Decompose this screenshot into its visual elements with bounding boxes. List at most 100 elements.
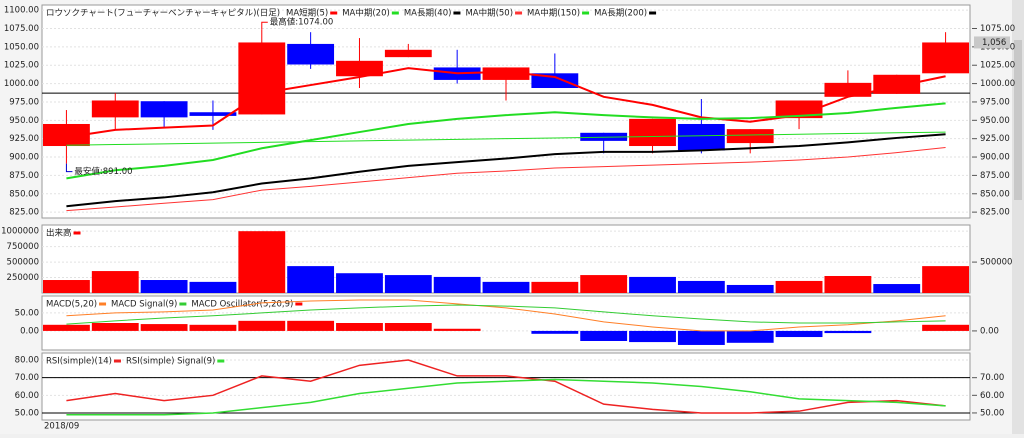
- y-tick-label: 1100.00: [4, 6, 39, 16]
- legend-swatch: [515, 11, 523, 15]
- line: [66, 146, 946, 212]
- y2-tick-label: 1025.00: [980, 61, 1015, 71]
- y-tick-label: 825.00: [9, 208, 39, 218]
- y-tick-label: 70.00: [15, 373, 39, 383]
- y-tick-label: 60.00: [15, 391, 39, 401]
- legend-swatch: [391, 11, 399, 15]
- bar: [629, 276, 676, 293]
- bar: [824, 276, 872, 293]
- bar: [189, 281, 237, 293]
- bar: [922, 266, 969, 293]
- candle-body: [531, 73, 579, 88]
- bar: [482, 281, 530, 293]
- y2-tick-label: 925.00: [980, 134, 1010, 144]
- y-tick-label: 50.00: [15, 308, 39, 318]
- candle-body: [287, 43, 335, 65]
- legend-swatch: [99, 302, 107, 306]
- legend-label: RSI(simple)(14): [46, 357, 112, 367]
- y-tick-label: 500000: [7, 258, 39, 268]
- bar: [629, 330, 676, 343]
- candle-body: [726, 129, 774, 144]
- legend-label: MACD(5,20): [46, 300, 97, 310]
- line: [66, 304, 946, 325]
- y-tick-label: 80.00: [15, 356, 39, 366]
- y2-tick-label: 850.00: [980, 189, 1010, 199]
- annotation-leader: [65, 163, 73, 173]
- bar: [824, 330, 872, 334]
- bar: [140, 280, 188, 293]
- y-tick-label: 875.00: [9, 171, 39, 181]
- candle-body: [91, 100, 139, 118]
- candle-body: [824, 82, 872, 97]
- y-tick-label: 900.00: [9, 153, 39, 163]
- y2-tick-label: 825.00: [980, 208, 1010, 218]
- y-tick-label: 1025.00: [4, 61, 39, 71]
- bar: [384, 275, 432, 293]
- line: [66, 359, 946, 414]
- line: [66, 133, 946, 208]
- legend-swatch: [330, 11, 338, 15]
- y-tick-label: 925.00: [9, 134, 39, 144]
- x-tick-label: 2018/09: [44, 422, 79, 432]
- bar: [726, 284, 774, 293]
- bar: [140, 324, 188, 331]
- legend-label: 出来高: [46, 228, 72, 239]
- legend-swatch: [217, 359, 225, 363]
- y-tick-label: 950.00: [9, 116, 39, 126]
- bar: [91, 271, 139, 293]
- candle-body: [922, 42, 969, 74]
- y-tick-label: 50.00: [15, 408, 39, 418]
- y2-tick-label: 975.00: [980, 97, 1010, 107]
- candle-body: [336, 60, 383, 77]
- legend-label: MA短期(5): [286, 8, 328, 19]
- panel-title: ロウソクチャート(フューチャーベンチャーキャピタル)(日足): [46, 9, 280, 19]
- legend-label: MA長期(200): [594, 9, 647, 19]
- candle-body: [189, 112, 237, 116]
- bar: [677, 280, 725, 293]
- y-tick-label: 850.00: [9, 189, 39, 199]
- candle-body: [482, 67, 530, 80]
- legend-swatch: [453, 11, 461, 15]
- y2-tick-label: 50.00: [980, 408, 1004, 418]
- line: [66, 131, 946, 146]
- y-tick-label: 975.00: [9, 97, 39, 107]
- legend-label: MA中期(20): [342, 8, 390, 19]
- y2-tick-label: 500000: [980, 258, 1012, 268]
- y-tick-label: 1000000: [1, 227, 39, 237]
- legend-label: MA長期(40): [404, 9, 452, 19]
- bar: [433, 276, 481, 293]
- bar: [384, 323, 432, 331]
- y2-tick-label: 0.00: [980, 326, 999, 336]
- line: [66, 378, 946, 416]
- y-tick-label: 0.00: [20, 326, 39, 336]
- bar: [922, 324, 969, 331]
- candle-body: [140, 101, 188, 118]
- scroll-thumb[interactable]: [1014, 40, 1022, 200]
- legend-label: RSI(simple) Signal(9): [126, 357, 215, 367]
- legend-swatch: [73, 231, 81, 235]
- candle-body: [677, 123, 725, 151]
- legend-label: MACD Signal(9): [111, 300, 177, 310]
- bar: [238, 231, 286, 293]
- legend-swatch: [113, 359, 121, 363]
- legend-swatch: [582, 11, 590, 15]
- bar: [336, 323, 383, 331]
- bar: [91, 323, 139, 331]
- y-tick-label: 1050.00: [4, 42, 39, 52]
- legend-swatch: [649, 11, 657, 15]
- line: [66, 102, 946, 180]
- legend-label: MA中期(50): [465, 8, 513, 19]
- last-price-tag: [974, 36, 1010, 49]
- bar: [189, 324, 237, 331]
- bar: [238, 320, 286, 331]
- candle-body: [775, 100, 823, 119]
- y2-tick-label: 60.00: [980, 391, 1004, 401]
- line: [66, 299, 946, 332]
- bar: [580, 330, 628, 341]
- y-tick-label: 1075.00: [4, 24, 39, 34]
- y-tick-label: 250000: [7, 273, 39, 283]
- legend-swatch: [179, 302, 187, 306]
- bar: [531, 281, 579, 293]
